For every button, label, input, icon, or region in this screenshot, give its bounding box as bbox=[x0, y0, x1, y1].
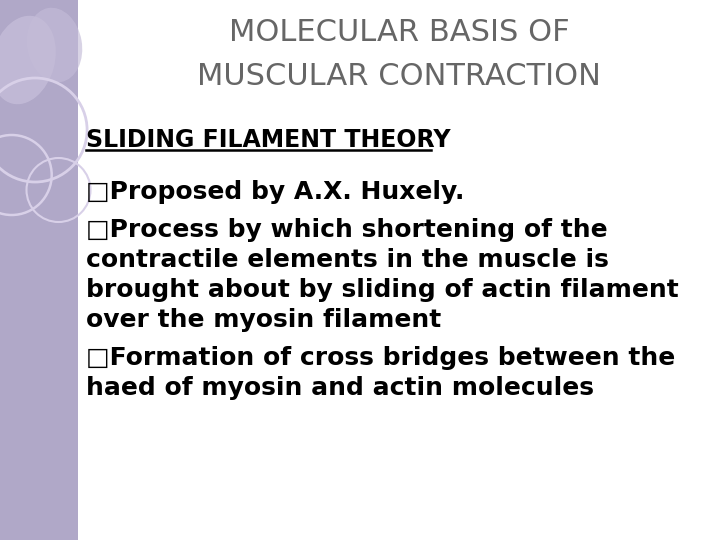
Text: SLIDING FILAMENT THEORY: SLIDING FILAMENT THEORY bbox=[86, 128, 451, 152]
Text: contractile elements in the muscle is: contractile elements in the muscle is bbox=[86, 248, 609, 272]
Text: MUSCULAR CONTRACTION: MUSCULAR CONTRACTION bbox=[197, 62, 601, 91]
Ellipse shape bbox=[27, 8, 82, 82]
Bar bbox=[0, 0, 78, 540]
Text: brought about by sliding of actin filament: brought about by sliding of actin filame… bbox=[86, 278, 679, 302]
Text: □Formation of cross bridges between the: □Formation of cross bridges between the bbox=[86, 346, 675, 370]
Text: □Process by which shortening of the: □Process by which shortening of the bbox=[86, 218, 608, 242]
Text: MOLECULAR BASIS OF: MOLECULAR BASIS OF bbox=[229, 18, 570, 47]
Text: haed of myosin and actin molecules: haed of myosin and actin molecules bbox=[86, 376, 594, 400]
Ellipse shape bbox=[0, 16, 55, 104]
Text: over the myosin filament: over the myosin filament bbox=[86, 308, 441, 332]
Text: □Proposed by A.X. Huxely.: □Proposed by A.X. Huxely. bbox=[86, 180, 464, 204]
